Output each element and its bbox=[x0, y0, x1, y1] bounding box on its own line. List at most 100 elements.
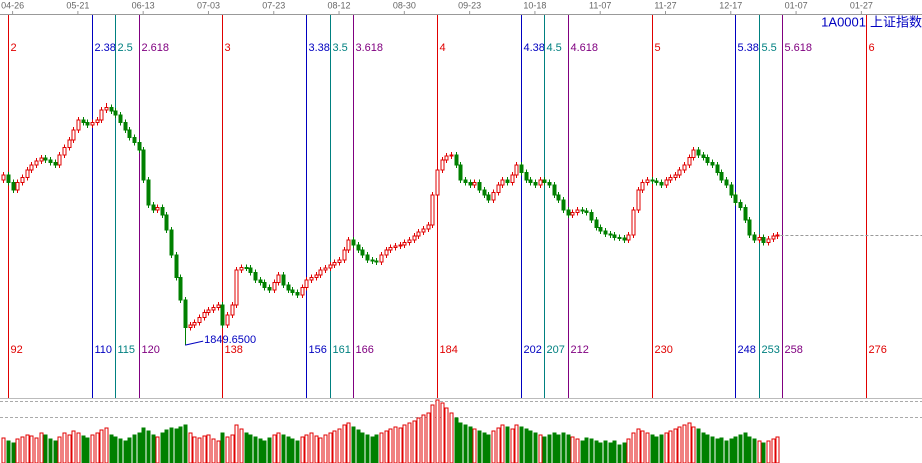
volume-bar bbox=[598, 442, 603, 463]
candle-body bbox=[248, 267, 253, 273]
candle-body bbox=[691, 149, 696, 158]
candle-body bbox=[360, 249, 365, 256]
volume-bar bbox=[617, 444, 622, 463]
volume-bar bbox=[197, 437, 202, 463]
candle-body bbox=[705, 157, 710, 163]
volume-bar bbox=[258, 438, 263, 463]
volume-bar bbox=[505, 426, 510, 463]
volume-bar bbox=[622, 442, 627, 463]
candle-body bbox=[178, 277, 183, 301]
candle-body bbox=[43, 157, 48, 161]
volume-bar bbox=[1, 437, 6, 463]
candle-body bbox=[6, 174, 11, 183]
fib-ratio-label: 4 bbox=[440, 42, 446, 54]
volume-bar bbox=[640, 430, 645, 463]
volume-bar bbox=[43, 434, 48, 463]
volume-bar bbox=[169, 427, 174, 463]
candle-body bbox=[104, 107, 109, 111]
candle-body bbox=[687, 157, 692, 166]
volume-bar bbox=[416, 417, 421, 463]
volume-bar bbox=[360, 432, 365, 463]
candle-body bbox=[561, 199, 566, 211]
candle-body bbox=[775, 234, 780, 237]
volume-bar bbox=[239, 428, 244, 463]
volume-bar bbox=[677, 426, 682, 463]
candle-body bbox=[510, 174, 515, 183]
volume-bar bbox=[206, 434, 211, 463]
volume-bar bbox=[659, 434, 664, 463]
fib-bar-label: 258 bbox=[785, 344, 803, 356]
volume-bar bbox=[733, 436, 738, 463]
candle-body bbox=[258, 279, 263, 283]
volume-bar bbox=[468, 426, 473, 463]
candle-body bbox=[458, 164, 463, 181]
volume-bar bbox=[771, 438, 776, 463]
candle-body bbox=[454, 154, 459, 166]
volume-bar bbox=[412, 420, 417, 463]
candle-body bbox=[141, 149, 146, 181]
x-tick-label: 07-03 bbox=[197, 0, 220, 10]
volume-bar bbox=[29, 435, 34, 463]
candle-body bbox=[379, 254, 384, 263]
volume-bar bbox=[752, 438, 757, 463]
volume-bar bbox=[318, 437, 323, 463]
volume-bar bbox=[738, 434, 743, 463]
fib-bar-label: 115 bbox=[118, 344, 136, 356]
volume-bar bbox=[402, 424, 407, 463]
volume-bar bbox=[556, 434, 561, 463]
volume-bar bbox=[146, 430, 151, 463]
fib-bar-label: 230 bbox=[655, 344, 673, 356]
candle-body bbox=[468, 182, 473, 186]
volume-bar bbox=[393, 426, 398, 463]
candle-body bbox=[668, 177, 673, 181]
volume-bar bbox=[151, 434, 156, 463]
volume-bar bbox=[109, 434, 114, 463]
candle-body bbox=[626, 234, 631, 241]
volume-bar bbox=[701, 432, 706, 463]
fib-bar-label: 212 bbox=[571, 344, 589, 356]
volume-bar bbox=[220, 432, 225, 463]
volume-bar bbox=[267, 437, 272, 463]
candle-body bbox=[370, 259, 375, 262]
volume-bar bbox=[477, 430, 482, 463]
candle-body bbox=[211, 307, 216, 311]
volume-bar bbox=[57, 436, 62, 463]
candle-body bbox=[62, 147, 67, 156]
candle-body bbox=[71, 129, 76, 141]
candle-body bbox=[109, 107, 114, 112]
candle-body bbox=[123, 122, 128, 131]
volume-bar bbox=[426, 412, 431, 463]
volume-bar bbox=[435, 399, 440, 463]
fib-ratio-label: 6 bbox=[869, 42, 875, 54]
candle-body bbox=[598, 227, 603, 232]
volume-bar bbox=[724, 440, 729, 463]
volume-bar bbox=[123, 440, 128, 463]
candle-body bbox=[416, 231, 421, 237]
candle-body bbox=[192, 322, 197, 326]
volume-bar bbox=[178, 426, 183, 463]
volume-bar bbox=[15, 438, 20, 463]
candle-body bbox=[766, 238, 771, 243]
candle-body bbox=[346, 239, 351, 251]
volume-bar bbox=[524, 428, 529, 463]
candle-body bbox=[160, 207, 165, 216]
fib-ratio-label: 2.38 bbox=[95, 42, 116, 54]
volume-bar bbox=[304, 434, 309, 463]
volume-bar bbox=[547, 434, 552, 463]
candle-body bbox=[533, 182, 538, 186]
candle-body bbox=[421, 228, 426, 233]
candle-body bbox=[719, 172, 724, 181]
candle-body bbox=[151, 204, 156, 211]
candle-body bbox=[538, 179, 543, 186]
candle-body bbox=[682, 164, 687, 171]
candle-body bbox=[155, 207, 160, 211]
volume-bar bbox=[234, 424, 239, 463]
candle-body bbox=[608, 233, 613, 236]
volume-bar bbox=[650, 434, 655, 463]
volume-bar bbox=[510, 428, 515, 463]
fib-ratio-label: 2.618 bbox=[142, 42, 170, 54]
volume-bar bbox=[496, 427, 501, 463]
candle-body bbox=[290, 289, 295, 293]
fib-ratio-label: 5.38 bbox=[738, 42, 759, 54]
candle-body bbox=[342, 249, 347, 261]
